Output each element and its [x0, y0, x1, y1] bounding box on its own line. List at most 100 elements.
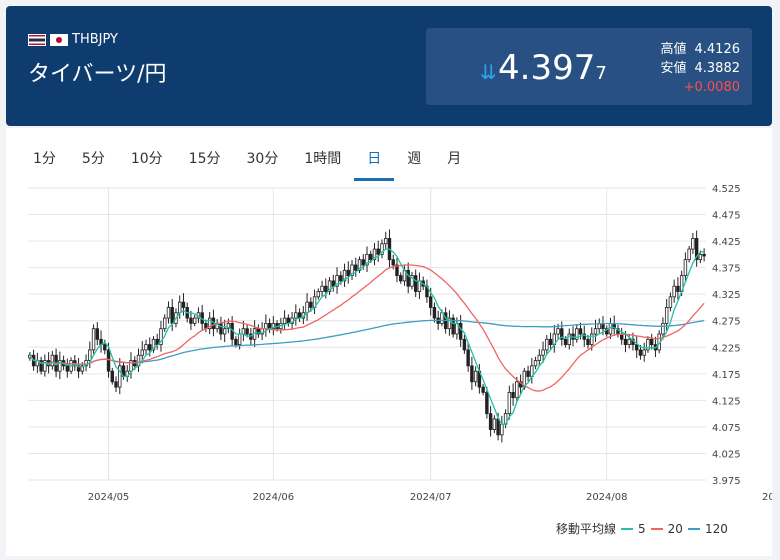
price-box: ⇊ 4.3977 高値 4.4126 安値 4.3882 +0.0080: [426, 28, 752, 105]
candle-body: [507, 391, 512, 415]
x-tick-label: 2024/07: [410, 492, 452, 503]
candle-body: [144, 344, 148, 351]
candle-body: [683, 259, 688, 277]
candle-body: [339, 275, 343, 282]
tab-2[interactable]: 10分: [130, 151, 163, 167]
y-tick-label: 4.225: [712, 343, 741, 354]
candle-body: [151, 338, 156, 351]
candle-body: [500, 423, 504, 436]
high-low: 高値 4.4126 安値 4.3882 +0.0080: [660, 40, 740, 97]
candle-body: [399, 275, 403, 282]
candle-body: [346, 269, 350, 276]
candle-body: [590, 333, 594, 346]
legend-ma5-line: [621, 527, 634, 530]
low-value: 4.3882: [694, 61, 741, 76]
pair-title: タイバーツ/円: [28, 62, 167, 87]
candle-body: [282, 317, 287, 324]
candle-body: [324, 285, 328, 292]
tab-0[interactable]: 1分: [33, 151, 56, 167]
low-label: 安値: [660, 61, 687, 76]
candle-body: [567, 333, 571, 346]
candle-body: [39, 360, 43, 372]
y-tick-label: 4.275: [712, 317, 741, 328]
candle-body: [245, 328, 249, 335]
pair-code: THBJPY: [72, 32, 118, 47]
candle-body: [106, 349, 111, 372]
candle-body: [649, 338, 654, 346]
candle-body: [91, 328, 96, 351]
header-bar: THBJPY タイバーツ/円 ⇊ 4.3977 高値 4.4126 安値 4.388…: [6, 6, 772, 126]
candle-body: [413, 275, 418, 292]
candle-body: [305, 301, 309, 314]
current-price: 4.3977: [498, 48, 607, 88]
candle-body: [698, 253, 703, 261]
candle-body: [458, 322, 463, 340]
candlestick-chart[interactable]: 4.525 4.475 4.425 4.375 4.325 4.275 4.225 4.175…: [20, 180, 772, 520]
y-tick-label: 4.375: [712, 264, 741, 275]
candle-body: [511, 391, 515, 399]
candle-body: [672, 285, 676, 298]
candle-body: [226, 322, 231, 330]
candle-body: [271, 322, 276, 330]
candle-body: [605, 328, 609, 335]
candle-body: [58, 360, 62, 372]
candle-body: [331, 280, 335, 287]
candle-body: [661, 322, 665, 335]
y-tick-label: 4.425: [712, 237, 741, 248]
legend-ma120-line: [687, 527, 700, 530]
candle-body: [207, 317, 212, 330]
candle-body: [50, 354, 55, 367]
tab-3[interactable]: 15分: [188, 151, 221, 167]
timeframe-tabs: 1分 5分 10分 15分 30分 1時間日週 月: [20, 140, 474, 181]
candle-body: [166, 307, 171, 319]
candle-body: [320, 285, 324, 292]
y-tick-label: 4.125: [712, 396, 741, 407]
candle-body: [646, 338, 650, 351]
y-tick-label: 4.325: [712, 290, 741, 301]
candle-body: [515, 381, 519, 399]
y-tick-label: 4.025: [712, 449, 741, 460]
tab-5[interactable]: 1時間: [304, 151, 342, 167]
candle-body: [264, 322, 268, 330]
tab-7[interactable]: 週: [407, 151, 422, 167]
candle-body: [192, 317, 197, 324]
japan-flag-icon: [50, 33, 68, 46]
candle-body: [335, 275, 339, 287]
candle-body: [556, 328, 560, 335]
candle-body: [432, 307, 437, 319]
tab-6[interactable]: 日: [354, 140, 395, 181]
candle-body: [361, 259, 365, 266]
candle-body: [350, 264, 354, 277]
price-main: 4.397: [498, 48, 596, 88]
candle-body: [496, 418, 500, 436]
candle-body: [406, 269, 410, 287]
candle-body: [541, 349, 545, 356]
price-small-digit: 7: [595, 63, 607, 84]
candle-body: [676, 285, 680, 292]
candle-body: [369, 253, 373, 261]
candle-body: [466, 349, 470, 367]
candle-body: [110, 370, 114, 383]
candle-body: [316, 291, 321, 298]
candle-body: [189, 317, 193, 324]
candle-body: [447, 317, 452, 330]
candle-body: [481, 386, 485, 393]
candle-body: [376, 248, 380, 255]
legend-ma120: 120: [704, 521, 728, 536]
candle-body: [578, 328, 583, 335]
candle-body: [485, 391, 489, 415]
tab-1[interactable]: 5分: [81, 151, 105, 167]
candle-body: [548, 338, 553, 346]
candle-body: [451, 317, 455, 335]
tab-4[interactable]: 30分: [246, 151, 279, 167]
ma5-line: [29, 248, 705, 425]
high-value: 4.4126: [694, 42, 741, 57]
candle-body: [219, 322, 223, 335]
candle-body: [342, 269, 347, 282]
candle-body: [65, 365, 70, 372]
candle-body: [118, 365, 122, 388]
tab-8[interactable]: 月: [447, 151, 462, 167]
candle-body: [575, 328, 579, 340]
candle-body: [488, 413, 493, 430]
candle-body: [593, 328, 598, 335]
